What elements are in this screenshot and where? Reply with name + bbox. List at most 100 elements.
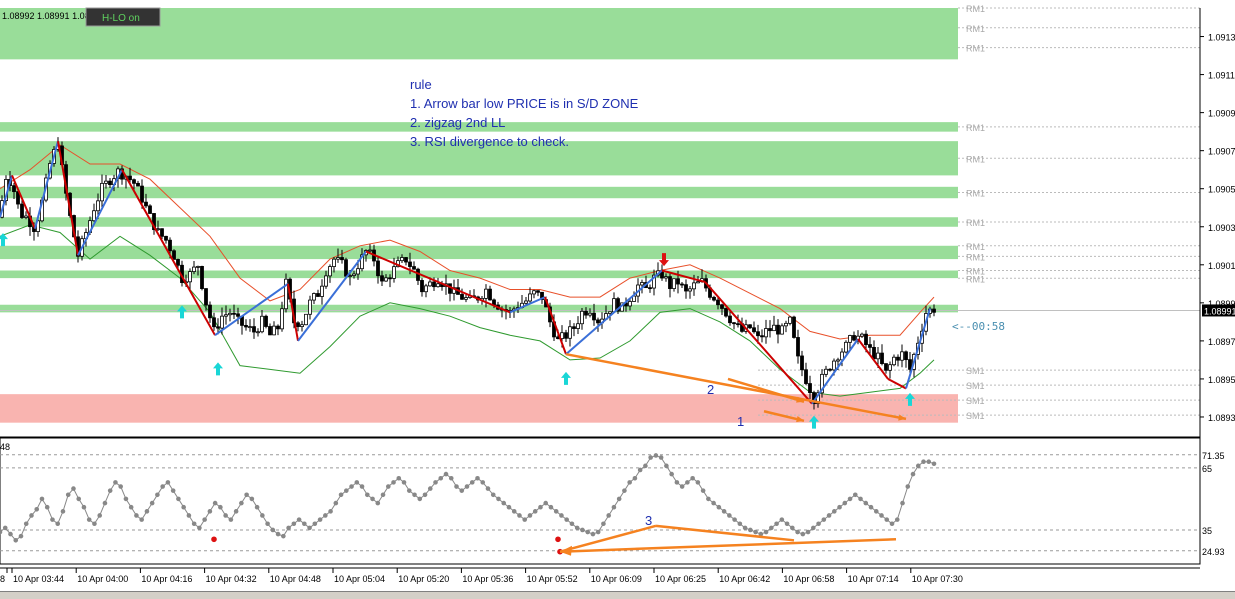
rsi-point xyxy=(821,517,827,522)
candle-body xyxy=(388,277,392,280)
rsi-point xyxy=(905,484,911,489)
rsi-point xyxy=(86,517,92,522)
trendline xyxy=(565,352,907,421)
rsi-point xyxy=(296,517,302,522)
candle-body xyxy=(420,280,424,293)
candle-body xyxy=(424,285,428,293)
rsi-point xyxy=(71,486,76,491)
candle-body xyxy=(160,228,164,237)
rsi-point xyxy=(648,455,653,460)
candle-body xyxy=(304,313,308,326)
rsi-point xyxy=(385,484,391,489)
rsi-point xyxy=(291,521,297,527)
candle-body xyxy=(868,344,872,348)
rsi-point xyxy=(469,480,475,485)
rsi-point xyxy=(632,475,638,481)
candle-body xyxy=(696,281,700,284)
rsi-point xyxy=(622,488,627,493)
candle-body xyxy=(680,283,684,286)
supply-zone xyxy=(0,270,958,279)
supply-zone xyxy=(0,217,958,227)
zigzag-segment xyxy=(0,175,13,218)
candle-body xyxy=(300,324,304,328)
rsi-point xyxy=(910,471,916,477)
candle-body xyxy=(244,325,248,328)
supply-zone xyxy=(0,304,958,313)
h-lo-toggle-label: H-LO on xyxy=(102,13,140,24)
rsi-signal-dot xyxy=(555,536,561,543)
rules-title: rule xyxy=(410,77,432,92)
candle-body xyxy=(432,281,436,288)
trendline xyxy=(727,377,805,403)
candle-body xyxy=(340,257,344,261)
rsi-point xyxy=(139,517,144,522)
trendline-arrowhead xyxy=(796,396,804,403)
rsi-point xyxy=(779,517,785,522)
rsi-point xyxy=(406,488,412,493)
rsi-point xyxy=(894,517,900,522)
candle-body xyxy=(528,293,532,302)
rsi-point xyxy=(92,521,97,527)
candle-body xyxy=(324,275,328,287)
candle-body xyxy=(588,312,592,316)
h-lo-toggle-button[interactable]: H-LO on xyxy=(85,7,161,27)
rsi-point xyxy=(553,509,559,514)
rsi-point xyxy=(422,492,428,498)
rsi-point xyxy=(637,467,643,473)
supply-zone xyxy=(0,245,958,260)
divergence-arrowhead xyxy=(560,545,572,556)
zigzag-segment xyxy=(121,169,216,336)
rsi-point xyxy=(569,521,575,527)
zigzag-segment xyxy=(905,308,931,389)
candle-body xyxy=(204,288,208,306)
zone-label: SM1 xyxy=(966,411,985,421)
candle-body xyxy=(716,299,720,306)
rsi-point xyxy=(197,525,202,531)
zigzag-segment xyxy=(857,338,889,380)
zigzag-segment xyxy=(811,338,859,405)
rsi-point xyxy=(44,504,50,510)
price-tick-label: 1.09055 xyxy=(1208,185,1235,195)
candle-body xyxy=(876,352,880,360)
current-price-label: 1.08991 xyxy=(1204,306,1235,316)
rsi-point xyxy=(464,484,470,489)
candle-body xyxy=(652,274,656,289)
rsi-point xyxy=(496,496,501,502)
time-tick-label: 10 Apr 06:58 xyxy=(783,574,834,584)
zone-label: RM1 xyxy=(966,267,985,277)
candle-body xyxy=(412,266,416,270)
candle-body xyxy=(280,308,284,330)
candle-body xyxy=(344,259,348,277)
zone-label: RM1 xyxy=(966,24,985,34)
rsi-point xyxy=(658,455,664,460)
rsi-point xyxy=(102,500,108,506)
rsi-point xyxy=(244,492,249,498)
rsi-point xyxy=(438,475,444,481)
rsi-point xyxy=(522,517,528,522)
rsi-point xyxy=(695,480,701,485)
rsi-top-label: 48 xyxy=(0,442,10,452)
price-tick-label: 1.09135 xyxy=(1208,33,1235,43)
trendline-arrowhead xyxy=(898,414,906,421)
time-tick-label: 10 Apr 05:36 xyxy=(462,574,513,584)
candle-body xyxy=(148,205,152,214)
buy-arrow-icon xyxy=(905,392,915,406)
zigzag-segment xyxy=(287,283,299,342)
rsi-point xyxy=(8,531,13,537)
buy-arrow-icon xyxy=(0,233,8,247)
candle-body xyxy=(732,322,736,325)
rsi-point xyxy=(737,521,743,527)
rsi-point xyxy=(585,529,590,535)
candle-body xyxy=(592,312,596,321)
candle-body xyxy=(888,364,892,371)
rsi-point xyxy=(18,533,24,539)
rsi-point xyxy=(763,529,769,535)
candle-body xyxy=(564,332,568,339)
candle-body xyxy=(308,299,312,315)
rsi-point xyxy=(669,471,674,477)
rsi-point xyxy=(454,484,459,489)
rsi-point xyxy=(501,500,507,506)
rsi-point xyxy=(511,509,517,514)
candle-body xyxy=(836,359,840,362)
